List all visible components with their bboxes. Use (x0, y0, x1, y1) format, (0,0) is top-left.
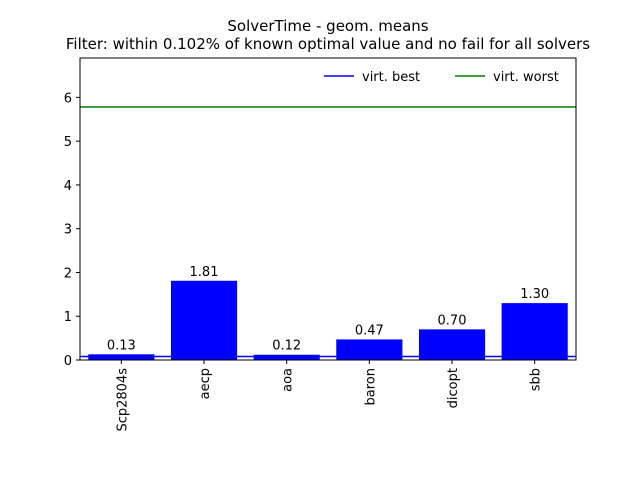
bar-sbb (501, 303, 568, 360)
bar-value-label: 0.12 (272, 339, 301, 354)
x-tick-label: aoa (281, 368, 296, 392)
y-tick-label: 0 (64, 354, 72, 369)
bar-value-label: 0.47 (355, 323, 384, 338)
x-tick-label: Scp2804s (115, 368, 130, 432)
chart-subtitle: Filter: within 0.102% of known optimal v… (66, 35, 590, 53)
bar-value-label: 1.81 (190, 265, 219, 280)
x-tick-label: baron (363, 368, 378, 405)
bar-value-label: 0.13 (107, 338, 136, 353)
axes-frame (79, 57, 577, 361)
y-tick-label: 1 (64, 310, 72, 325)
legend-label: virt. worst (493, 70, 559, 85)
y-tick-label: 3 (64, 223, 72, 238)
bar-baron (336, 339, 403, 360)
legend-label: virt. best (362, 70, 420, 85)
chart-title: SolverTime - geom. means (227, 17, 428, 35)
y-tick-label: 4 (64, 179, 72, 194)
x-tick-label: aecp (198, 368, 213, 399)
bar-aoa (253, 354, 320, 360)
x-tick-label: dicopt (446, 368, 461, 408)
y-tick-label: 6 (64, 91, 72, 106)
bar-aecp (170, 280, 238, 360)
bar-value-label: 0.70 (438, 313, 467, 328)
bar-value-label: 1.30 (520, 287, 549, 302)
x-tick-label: sbb (529, 368, 544, 391)
bar-dicopt (418, 329, 486, 360)
plot-area: 0.13 Scp2804s 1.81 aecp 0.12 aoa 0.47 baron 0.70… (64, 57, 577, 432)
y-tick-label: 5 (64, 135, 72, 150)
y-tick-label: 2 (64, 266, 72, 281)
